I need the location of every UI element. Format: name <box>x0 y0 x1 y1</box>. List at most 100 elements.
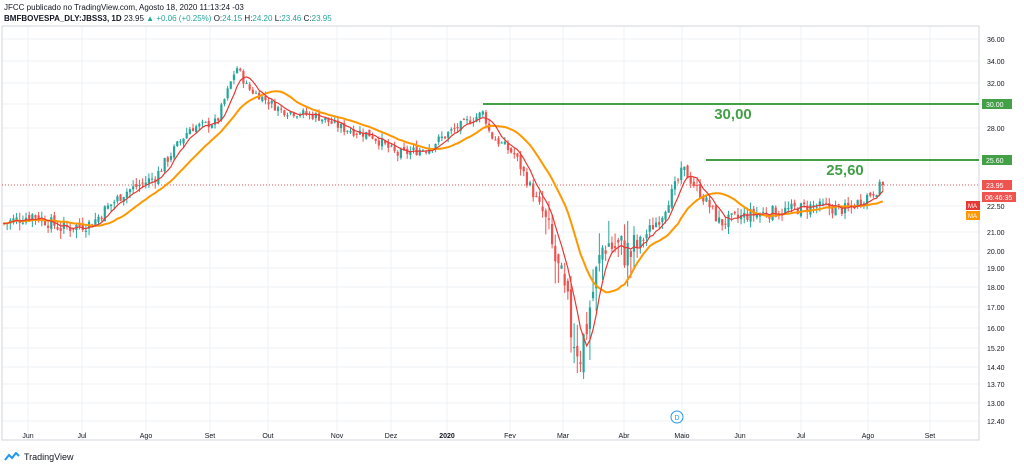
candle-body <box>566 280 569 292</box>
candle-body <box>182 138 185 144</box>
candle-body <box>569 289 573 338</box>
candle-body <box>195 126 198 133</box>
candle-body <box>866 194 869 206</box>
x-tick-label: Jul <box>797 433 806 440</box>
time-axis: Jun Jul Ago Set Out Nov Dez 2020 Fev Mar Abr Maio Ju… <box>22 433 935 440</box>
level-axis-label: 30.00 <box>986 102 1004 109</box>
price-change: ▲ +0.06 (+0.25%) <box>146 14 212 23</box>
candle-body <box>147 178 150 184</box>
candle-body <box>365 131 368 139</box>
x-tick-label: Dez <box>385 433 398 440</box>
level-axis-badge <box>982 99 1012 109</box>
y-tick-label: 13.70 <box>987 382 1005 389</box>
candle-body <box>598 255 601 264</box>
candle-body <box>582 334 585 373</box>
candle-body <box>324 117 327 121</box>
candle-body <box>176 141 179 147</box>
level-text: 25,60 <box>826 162 864 179</box>
candle-body <box>352 129 355 136</box>
low-label: L: <box>274 14 282 23</box>
candle-body <box>179 141 182 143</box>
candle-body <box>119 194 122 201</box>
candle-body <box>488 123 491 131</box>
candle-body <box>349 131 352 133</box>
candle-body <box>346 130 349 132</box>
candle-body <box>440 136 443 139</box>
candle-body <box>292 112 295 117</box>
candle-body <box>402 147 406 150</box>
candle-body <box>34 215 37 218</box>
candle-body <box>276 107 280 112</box>
candle-body <box>28 215 31 221</box>
y-tick-label: 14.40 <box>987 365 1005 372</box>
x-tick-label: Set <box>205 433 216 440</box>
candle-body <box>163 157 166 172</box>
candle-body <box>125 191 128 198</box>
candle-body <box>626 243 629 266</box>
candle-body <box>110 204 113 206</box>
candle-body <box>654 222 658 228</box>
candle-body <box>478 112 481 119</box>
candle-body <box>601 247 604 260</box>
candle-body <box>847 202 850 208</box>
candle-body <box>141 182 144 184</box>
candle-body <box>56 227 59 230</box>
candle-body <box>343 122 346 132</box>
candle-body <box>188 129 191 135</box>
x-tick-label: Out <box>262 433 273 440</box>
open-value: 24.15 <box>222 14 243 23</box>
x-tick-label: Maio <box>674 433 689 440</box>
x-tick-label: 2020 <box>439 433 455 440</box>
candle-body <box>667 205 670 213</box>
candle-body <box>289 111 292 114</box>
candle-body <box>834 205 837 216</box>
candle-body <box>393 146 396 151</box>
candle-body <box>664 211 667 220</box>
y-tick-label: 34.00 <box>987 59 1005 66</box>
footer: TradingView <box>4 452 74 462</box>
candle-body <box>15 217 18 221</box>
candle-body <box>689 176 692 184</box>
tradingview-logo-icon <box>4 452 20 461</box>
candle-body <box>762 211 765 213</box>
brand-name[interactable]: TradingView <box>24 452 74 462</box>
candle-body <box>283 110 286 116</box>
candle-body <box>774 207 777 217</box>
candle-body <box>755 213 758 218</box>
candle-body <box>122 196 125 202</box>
candle-body <box>513 152 516 155</box>
candle-body <box>333 120 336 123</box>
candle-body <box>699 184 702 198</box>
candle-body <box>336 120 339 128</box>
candle-body <box>267 101 270 105</box>
candle-body <box>519 154 522 170</box>
dividend-marker-icon[interactable] <box>670 410 684 424</box>
candle-body <box>100 217 103 220</box>
candle-body <box>806 205 809 212</box>
candle-body <box>150 178 154 180</box>
candle-body <box>639 236 642 248</box>
candle-body <box>506 143 510 151</box>
countdown-label: 06:46:35 <box>985 195 1012 202</box>
candle-body <box>207 120 210 128</box>
fast-moving-average <box>3 76 884 348</box>
candle-body <box>607 243 610 247</box>
candle-body <box>591 291 595 299</box>
candle-body <box>588 307 591 329</box>
y-tick-label: 20.00 <box>987 249 1005 256</box>
candle-body <box>803 202 806 205</box>
candle-body <box>280 108 283 110</box>
candle-body <box>220 104 223 121</box>
low-value: 23.46 <box>281 14 302 23</box>
candle-body <box>821 203 825 205</box>
close-label: C: <box>303 14 312 23</box>
candle-body <box>815 206 818 208</box>
candle-body <box>286 115 289 117</box>
candle-body <box>573 346 576 349</box>
y-tick-label: 18.00 <box>987 285 1005 292</box>
candle-body <box>869 192 872 196</box>
candle-body <box>270 100 273 104</box>
candle-body <box>59 228 62 231</box>
candle-body <box>680 167 683 181</box>
